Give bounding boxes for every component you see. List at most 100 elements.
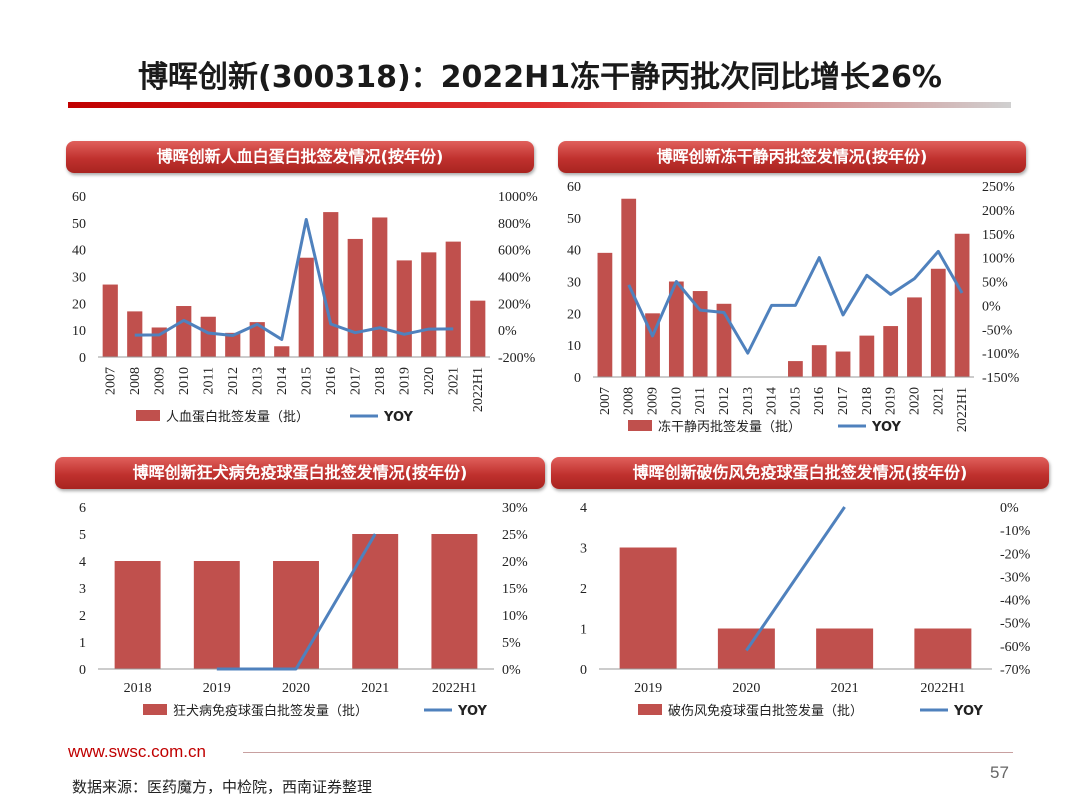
y-right-tick-label: -20% <box>1000 547 1031 562</box>
y-right-tick-label: 200% <box>498 297 531 312</box>
panel-title-ivig: 博晖创新冻干静丙批签发情况(按年份) <box>558 141 1026 173</box>
legend-bar-swatch <box>628 420 652 431</box>
footer-divider <box>243 752 1013 753</box>
y-right-tick-label: -150% <box>982 371 1020 386</box>
y-right-tick-label: 0% <box>498 324 517 339</box>
bar-2017 <box>835 351 851 377</box>
y-right-tick-label: -50% <box>982 323 1013 338</box>
x-tick-label: 2022H1 <box>920 681 965 696</box>
y-left-tick-label: 1 <box>79 636 86 651</box>
x-tick-label: 2019 <box>884 387 899 415</box>
x-tick-label: 2019 <box>203 681 231 696</box>
bar-2010 <box>668 281 684 377</box>
x-tick-label: 2010 <box>669 387 684 415</box>
bar-2020 <box>907 297 922 377</box>
bar-2007 <box>102 284 118 357</box>
y-left-tick-label: 40 <box>72 244 86 259</box>
y-right-tick-label: 25% <box>502 528 528 543</box>
x-tick-label: 2019 <box>397 367 412 395</box>
x-tick-label: 2022H1 <box>471 367 486 412</box>
bar-2017 <box>347 238 363 357</box>
x-tick-label: 2012 <box>717 387 732 415</box>
y-right-tick-label: 50% <box>982 276 1008 291</box>
y-left-tick-label: 0 <box>574 371 581 386</box>
bar-2011 <box>692 291 708 377</box>
y-left-tick-label: 10 <box>72 324 86 339</box>
title-underline <box>68 102 1011 108</box>
bar-2014 <box>274 346 290 357</box>
y-left-tick-label: 60 <box>567 180 581 195</box>
yoy-line <box>745 506 846 652</box>
y-left-tick-label: 5 <box>79 528 86 543</box>
y-right-tick-label: 30% <box>502 501 528 516</box>
bar-2012 <box>225 332 241 357</box>
y-right-tick-label: 20% <box>502 555 528 570</box>
x-tick-label: 2007 <box>103 367 118 395</box>
bar-2021 <box>930 268 946 377</box>
legend-bar-label: 破伤风免疫球蛋白批签发量（批） <box>668 703 863 719</box>
yoy-line <box>216 533 377 671</box>
bar-2018 <box>859 335 875 377</box>
y-right-tick-label: -50% <box>1000 617 1031 632</box>
legend-bar-label: 冻干静丙批签发量（批） <box>658 419 801 435</box>
legend-line-label: YOY <box>383 410 414 425</box>
y-left-tick-label: 2 <box>79 609 86 624</box>
x-tick-label: 2010 <box>177 367 192 395</box>
x-tick-label: 2017 <box>836 387 851 415</box>
panel-title-rabies: 博晖创新狂犬病免疫球蛋白批签发情况(按年份) <box>55 457 545 489</box>
y-right-tick-label: 400% <box>498 271 531 286</box>
bar-2013 <box>249 322 265 357</box>
x-tick-label: 2019 <box>634 681 662 696</box>
bar-2018 <box>372 217 388 357</box>
legend-line-label: YOY <box>871 420 902 435</box>
yoy-line <box>134 217 454 341</box>
y-right-tick-label: 1000% <box>498 190 538 205</box>
y-right-tick-label: 250% <box>982 180 1015 195</box>
x-tick-label: 2008 <box>128 367 143 395</box>
bar-2016 <box>811 345 827 377</box>
y-right-tick-label: 5% <box>502 636 521 651</box>
legend-bar-label: 狂犬病免疫球蛋白批签发量（批） <box>173 703 368 719</box>
x-tick-label: 2009 <box>646 387 661 415</box>
y-right-tick-label: 200% <box>982 204 1015 219</box>
y-left-tick-label: 4 <box>79 555 86 570</box>
legend-line-label: YOY <box>457 704 488 719</box>
y-left-tick-label: 30 <box>567 276 581 291</box>
bar-2022H1 <box>914 628 972 669</box>
y-left-tick-label: 40 <box>567 244 581 259</box>
legend-line-label: YOY <box>953 704 984 719</box>
bar-2019 <box>619 547 677 669</box>
x-tick-label: 2021 <box>931 387 946 415</box>
bar-2015 <box>298 257 314 357</box>
y-left-tick-label: 4 <box>580 501 587 516</box>
yoy-line <box>627 249 964 355</box>
y-left-tick-label: 3 <box>79 582 86 597</box>
x-tick-label: 2022H1 <box>955 387 970 432</box>
footer-url[interactable]: www.swsc.com.cn <box>68 742 206 761</box>
x-tick-label: 2011 <box>201 367 216 394</box>
y-left-tick-label: 50 <box>72 217 86 232</box>
x-tick-label: 2021 <box>831 681 859 696</box>
legend-bar-label: 人血蛋白批签发量（批） <box>166 409 309 425</box>
y-left-tick-label: 20 <box>72 297 86 312</box>
bar-2019 <box>883 326 899 377</box>
x-tick-label: 2011 <box>693 387 708 414</box>
x-tick-label: 2017 <box>348 367 363 395</box>
page-number: 57 <box>990 763 1009 782</box>
y-right-tick-label: 0% <box>502 663 521 678</box>
bar-2010 <box>176 306 192 357</box>
x-tick-label: 2015 <box>299 367 314 395</box>
bar-2016 <box>323 212 339 357</box>
x-tick-label: 2021 <box>361 681 389 696</box>
x-tick-label: 2020 <box>282 681 310 696</box>
y-left-tick-label: 0 <box>79 351 86 366</box>
y-right-tick-label: 100% <box>982 252 1015 267</box>
y-right-tick-label: -60% <box>1000 640 1031 655</box>
x-tick-label: 2018 <box>860 387 875 415</box>
x-tick-label: 2020 <box>422 367 437 395</box>
legend-bar-swatch <box>638 704 662 715</box>
y-right-tick-label: -10% <box>1000 524 1031 539</box>
